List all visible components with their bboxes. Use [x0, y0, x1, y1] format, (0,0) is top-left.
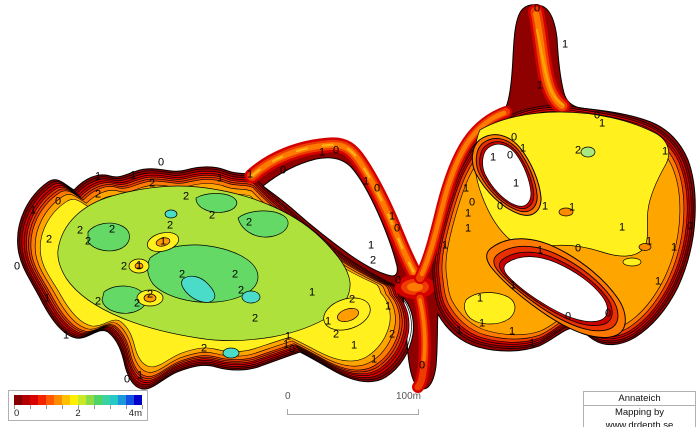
scale-bar: 0 100m [283, 391, 423, 415]
legend-max-label: 4m [128, 408, 142, 419]
legend-tick [142, 405, 143, 409]
legend-color-cell [102, 395, 110, 405]
legend-ticks [14, 405, 143, 409]
left-basin-deep [57, 185, 371, 359]
legend-color-cell [78, 395, 86, 405]
legend-tick [14, 405, 15, 409]
depth-color-legend: 0 2 4m [8, 390, 148, 421]
scale-bar-line [287, 409, 419, 415]
legend-color-cell [134, 395, 142, 405]
legend-color-cell [110, 395, 118, 405]
channel-bands [244, 137, 426, 288]
legend-color-cell [38, 395, 46, 405]
legend-color-cell [22, 395, 30, 405]
lake-name: Annateich [584, 392, 695, 406]
legend-tick [126, 405, 127, 409]
legend-tick [78, 405, 79, 409]
legend-color-cell [94, 395, 102, 405]
legend-color-cell [70, 395, 78, 405]
legend-color-cell [54, 395, 62, 405]
legend-color-cell [62, 395, 70, 405]
legend-color-cell [126, 395, 134, 405]
legend-color-cell [46, 395, 54, 405]
legend-min-label: 0 [14, 408, 20, 419]
scale-start-label: 0 [285, 391, 291, 402]
legend-tick [46, 405, 47, 409]
legend-gradient-bar [14, 395, 142, 405]
legend-color-cell [30, 395, 38, 405]
legend-color-cell [86, 395, 94, 405]
attribution-box: Annateich Mapping by www.drdepth.se [583, 391, 696, 427]
legend-color-cell [14, 395, 22, 405]
legend-tick [94, 405, 95, 409]
legend-tick [110, 405, 111, 409]
legend-tick [30, 405, 31, 409]
legend-mid-label: 2 [75, 408, 81, 419]
right-arm-finger-bands [414, 4, 570, 284]
scale-end-label: 100m [395, 391, 421, 402]
right-basin-interior [464, 111, 669, 325]
mapping-credit: Mapping by www.drdepth.se [605, 407, 674, 427]
legend-color-cell [118, 395, 126, 405]
legend-tick [62, 405, 63, 409]
